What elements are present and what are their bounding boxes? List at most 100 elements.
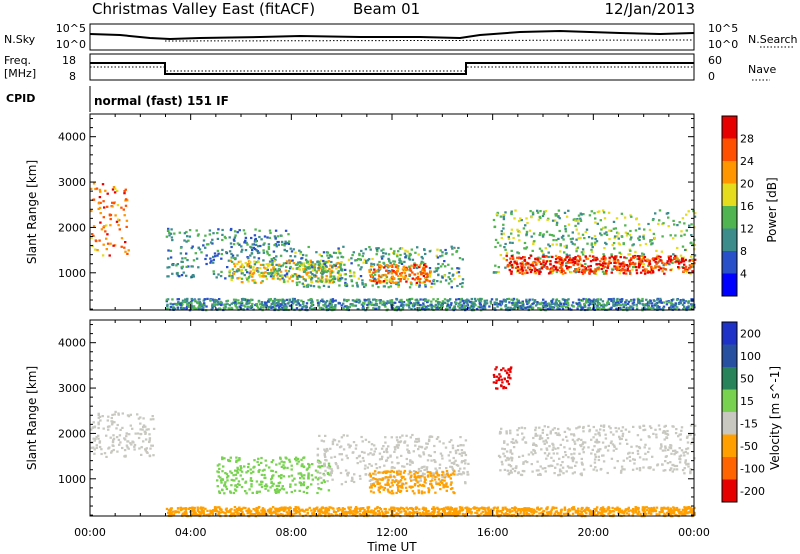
echo-cell: [337, 270, 340, 273]
echo-cell: [328, 278, 332, 281]
echo-cell: [451, 444, 455, 447]
echo-cell: [560, 236, 564, 239]
echo-cell: [685, 269, 688, 272]
echo-cell: [562, 455, 565, 459]
echo-cell: [152, 418, 155, 421]
echo-cell: [265, 485, 269, 488]
echo-cell: [148, 437, 152, 440]
echo-cell: [525, 230, 529, 233]
echo-cell: [284, 303, 287, 306]
echo-cell: [684, 268, 687, 271]
echo-cell: [640, 262, 644, 265]
echo-cell: [609, 431, 613, 434]
echo-cell: [244, 236, 248, 239]
echo-cell: [144, 438, 148, 441]
echo-cell: [403, 469, 407, 473]
echo-cell: [608, 238, 611, 241]
echo-cell: [102, 200, 105, 203]
echo-cell: [625, 272, 628, 275]
echo-cell: [283, 248, 286, 251]
echo-cell: [363, 298, 366, 301]
echo-cell: [111, 422, 114, 425]
echo-cell: [370, 275, 373, 278]
echo-cell: [609, 261, 612, 265]
echo-cell: [461, 285, 464, 288]
echo-cell: [113, 421, 116, 424]
echo-cell: [497, 266, 500, 269]
echo-cell: [95, 446, 98, 449]
echo-cell: [643, 428, 647, 431]
echo-cell: [638, 264, 641, 267]
echo-cell: [331, 440, 335, 443]
echo-cell: [316, 459, 320, 462]
echo-cell: [541, 263, 545, 266]
echo-cell: [554, 258, 558, 261]
echo-cell: [406, 444, 409, 447]
echo-cell: [430, 474, 433, 477]
echo-cell: [570, 304, 574, 307]
echo-cell: [389, 470, 392, 473]
echo-cell: [638, 469, 642, 472]
echo-cell: [264, 302, 267, 305]
echo-cell: [368, 269, 371, 272]
echo-cell: [630, 257, 633, 260]
echo-cell: [609, 441, 613, 445]
echo-cell: [258, 490, 261, 493]
echo-cell: [473, 297, 477, 300]
echo-cell: [482, 304, 485, 308]
echo-cell: [413, 484, 417, 487]
echo-cell: [654, 265, 657, 268]
echo-cell: [459, 301, 462, 304]
power-colorbar-label: Power [dB]: [765, 177, 779, 242]
echo-cell: [186, 303, 189, 306]
echo-cell: [641, 265, 645, 269]
echo-cell: [511, 266, 514, 269]
echo-cell: [605, 303, 609, 306]
echo-cell: [267, 272, 270, 275]
echo-cell: [107, 428, 110, 431]
echo-cell: [530, 216, 533, 219]
echo-cell: [626, 267, 629, 270]
echo-cell: [99, 190, 102, 193]
echo-cell: [519, 262, 522, 265]
echo-cell: [380, 249, 383, 252]
echo-cell: [440, 303, 444, 306]
echo-cell: [516, 251, 519, 254]
echo-cell: [326, 449, 329, 452]
echo-cell: [306, 271, 310, 274]
echo-cell: [395, 298, 399, 301]
echo-cell: [602, 305, 605, 308]
echo-cell: [641, 300, 644, 303]
echo-cell: [600, 307, 604, 310]
echo-cell: [634, 266, 638, 269]
echo-cell: [513, 305, 517, 308]
echo-cell: [272, 250, 276, 253]
echo-cell: [205, 305, 208, 308]
echo-cell: [555, 243, 558, 246]
echo-cell: [591, 302, 594, 305]
echo-cell: [180, 301, 183, 304]
echo-cell: [440, 275, 444, 278]
echo-cell: [370, 486, 373, 489]
echo-cell: [440, 454, 444, 457]
echo-cell: [194, 252, 197, 255]
echo-cell: [521, 438, 524, 441]
echo-cell: [423, 484, 426, 488]
echo-cell: [121, 426, 124, 429]
echo-cell: [594, 440, 597, 443]
echo-cell: [401, 465, 404, 468]
echo-cell: [651, 455, 654, 458]
echo-cell: [217, 228, 220, 231]
echo-cell: [101, 415, 104, 418]
velocity-echo-cells: [90, 366, 697, 518]
echo-cell: [496, 211, 499, 214]
echo-cell: [400, 304, 403, 307]
echo-cell: [529, 254, 533, 257]
echo-cell: [600, 467, 603, 471]
echo-cell: [351, 303, 354, 306]
echo-cell: [339, 265, 342, 268]
echo-cell: [197, 301, 200, 304]
echo-cell: [615, 307, 618, 310]
echo-cell: [518, 239, 521, 242]
